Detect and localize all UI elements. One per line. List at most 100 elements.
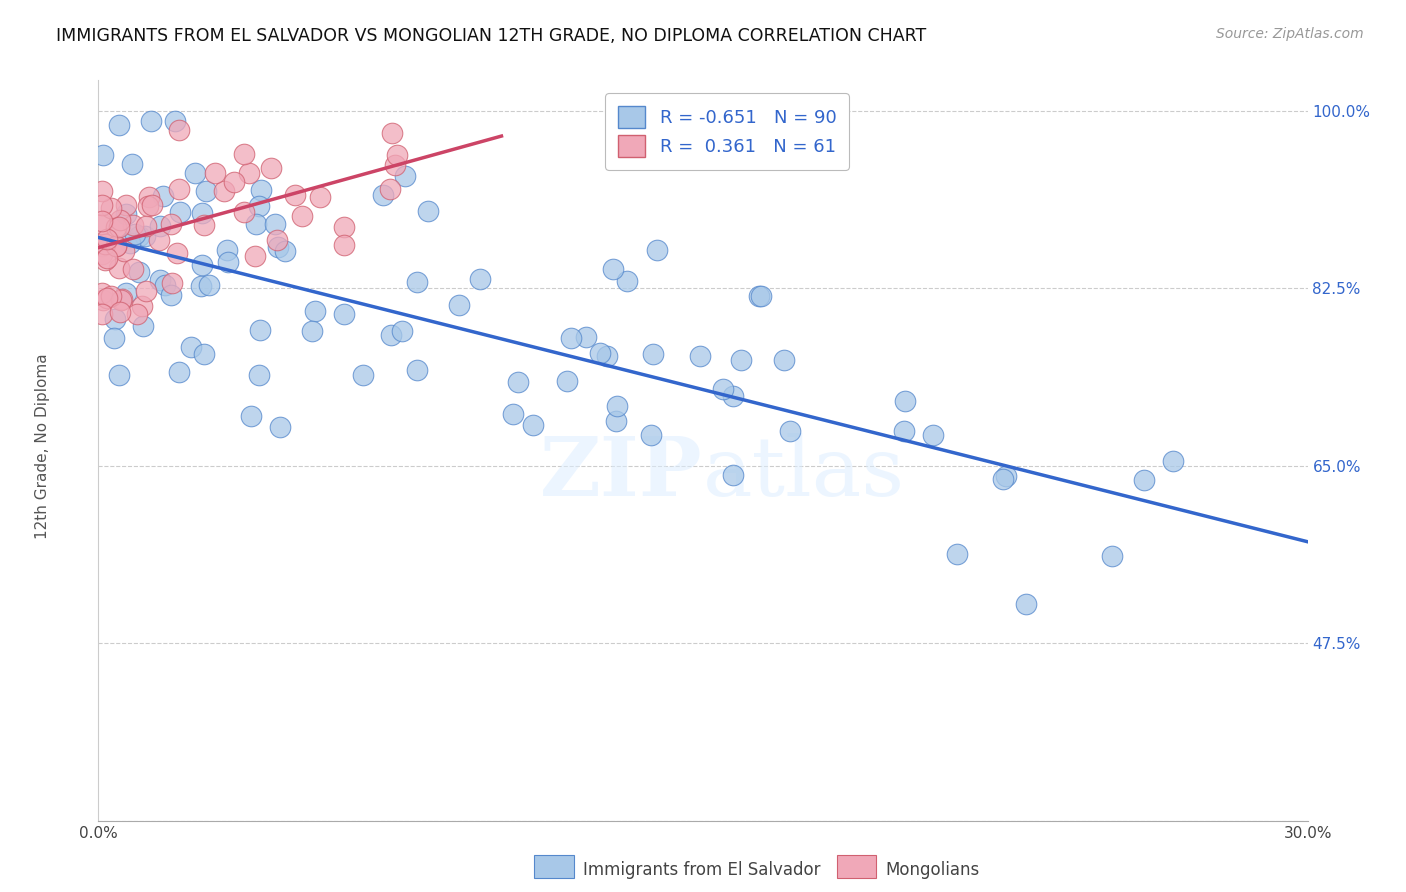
- Point: [267, 240, 290, 254]
- Point: [380, 182, 402, 196]
- Point: [148, 233, 170, 247]
- Point: [108, 118, 131, 132]
- Point: [405, 275, 427, 289]
- Point: [141, 198, 163, 212]
- Point: [132, 318, 155, 333]
- Point: [502, 407, 524, 421]
- Point: [394, 169, 416, 183]
- Point: [1101, 549, 1123, 564]
- Point: [131, 299, 153, 313]
- Point: [721, 468, 744, 483]
- Point: [522, 417, 544, 432]
- Point: [180, 340, 202, 354]
- Point: [103, 331, 125, 345]
- Point: [284, 187, 307, 202]
- Point: [606, 399, 628, 413]
- Point: [352, 368, 374, 382]
- Point: [100, 202, 122, 216]
- Point: [91, 198, 114, 212]
- Point: [108, 212, 131, 227]
- Point: [160, 288, 183, 302]
- Point: [215, 243, 238, 257]
- Point: [96, 291, 118, 305]
- Point: [309, 189, 332, 203]
- Point: [204, 166, 226, 180]
- Point: [380, 126, 402, 140]
- Point: [91, 239, 114, 253]
- Point: [416, 203, 439, 218]
- Point: [749, 289, 772, 303]
- Point: [141, 113, 163, 128]
- Point: [1015, 597, 1038, 611]
- Point: [274, 244, 297, 258]
- Point: [91, 214, 114, 228]
- Point: [149, 273, 172, 287]
- Point: [121, 157, 143, 171]
- Point: [104, 239, 127, 253]
- Point: [191, 206, 214, 220]
- Point: [260, 161, 283, 175]
- Point: [91, 217, 114, 231]
- Point: [730, 352, 752, 367]
- Point: [596, 349, 619, 363]
- Point: [689, 350, 711, 364]
- Point: [163, 113, 186, 128]
- Point: [91, 307, 114, 321]
- Text: Source: ZipAtlas.com: Source: ZipAtlas.com: [1216, 27, 1364, 41]
- Point: [238, 166, 260, 180]
- Point: [269, 420, 291, 434]
- Point: [921, 428, 943, 442]
- Point: [148, 219, 170, 233]
- Point: [387, 148, 409, 162]
- Text: ZIP: ZIP: [540, 433, 703, 513]
- Point: [304, 304, 326, 318]
- Point: [468, 272, 491, 286]
- Point: [91, 247, 114, 261]
- Text: 12th Grade, No Diploma: 12th Grade, No Diploma: [35, 353, 49, 539]
- Point: [183, 165, 205, 179]
- Point: [721, 389, 744, 403]
- Point: [605, 414, 627, 428]
- Point: [166, 246, 188, 260]
- Point: [333, 237, 356, 252]
- Point: [449, 298, 471, 312]
- Point: [645, 243, 668, 257]
- Point: [110, 293, 132, 308]
- Point: [107, 219, 129, 234]
- Point: [214, 184, 236, 198]
- Point: [138, 190, 160, 204]
- Point: [128, 228, 150, 243]
- Point: [167, 123, 190, 137]
- Point: [643, 346, 665, 360]
- Point: [995, 469, 1018, 483]
- Point: [167, 365, 190, 379]
- Point: [332, 307, 354, 321]
- Point: [748, 289, 770, 303]
- Point: [94, 252, 117, 267]
- Point: [124, 227, 146, 241]
- Point: [128, 264, 150, 278]
- Point: [266, 233, 288, 247]
- Point: [122, 218, 145, 232]
- Point: [104, 239, 127, 253]
- Point: [115, 198, 138, 212]
- Point: [589, 346, 612, 360]
- Point: [91, 184, 114, 198]
- Point: [138, 199, 160, 213]
- Point: [91, 285, 114, 300]
- Point: [1161, 453, 1184, 467]
- Point: [391, 324, 413, 338]
- Point: [508, 375, 530, 389]
- Point: [108, 368, 131, 382]
- Text: Immigrants from El Salvador: Immigrants from El Salvador: [583, 861, 821, 879]
- Text: atlas: atlas: [703, 433, 905, 513]
- Point: [94, 236, 117, 251]
- Point: [121, 262, 143, 277]
- Legend: R = -0.651   N = 90, R =  0.361   N = 61: R = -0.651 N = 90, R = 0.361 N = 61: [606, 93, 849, 169]
- Point: [93, 148, 115, 162]
- Point: [193, 347, 215, 361]
- Point: [195, 185, 218, 199]
- Point: [893, 424, 915, 438]
- Point: [301, 324, 323, 338]
- Point: [118, 235, 141, 250]
